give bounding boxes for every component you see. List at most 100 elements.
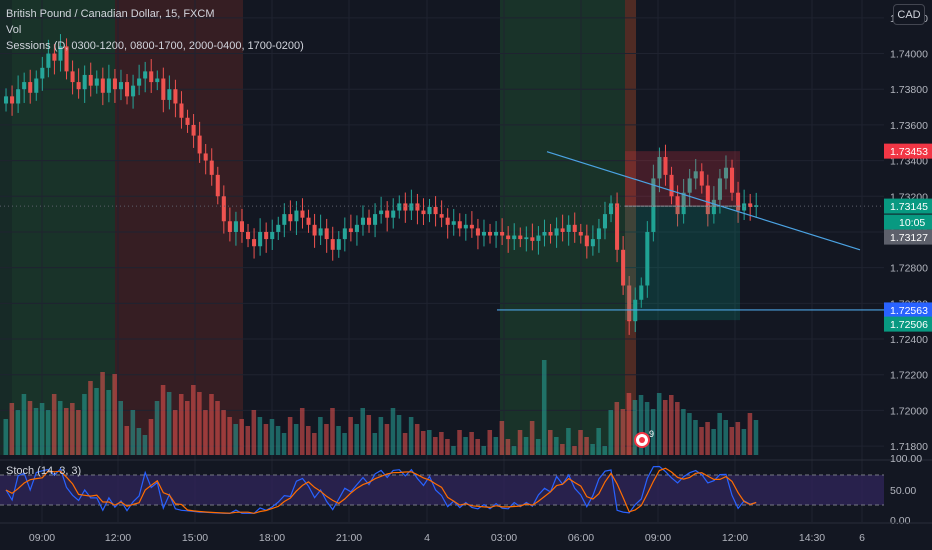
volume-bar (390, 408, 396, 455)
candle-body (258, 231, 263, 247)
candle-body (336, 239, 341, 250)
price-tag-bg (884, 229, 932, 245)
volume-bar (535, 439, 541, 455)
candle-body (131, 85, 136, 97)
volume-bar (572, 446, 577, 455)
candle-body (167, 89, 172, 100)
volume-bar (306, 426, 311, 455)
volume-bar (378, 417, 384, 455)
candle-body (106, 78, 111, 93)
volume-bar (172, 410, 178, 455)
volume-bar (669, 395, 674, 455)
volume-bar (463, 437, 468, 455)
volume-bar (439, 432, 444, 455)
volume-bar (741, 429, 747, 455)
candle-body (330, 239, 335, 250)
volume-bar (687, 413, 692, 455)
candle-body (246, 231, 251, 240)
candle-body (584, 235, 589, 247)
volume-bar (584, 437, 589, 455)
candle-body (112, 78, 117, 90)
candle-body (421, 210, 426, 215)
volume-bar (124, 426, 130, 455)
volume-bar (227, 417, 232, 455)
candle-body (651, 178, 656, 232)
volume-bar (239, 419, 244, 455)
candle-body (391, 210, 396, 218)
volume-bars (3, 360, 759, 455)
candle-body (94, 78, 99, 86)
price-tick-label: 1.74000 (890, 49, 928, 61)
candle-body (518, 235, 523, 240)
candle-body (748, 203, 753, 207)
volume-bar (263, 424, 269, 455)
time-axis: 09:00 12:00 15:00 18:00 21:00 4 03:00 06:00 09:0… (0, 522, 932, 544)
candle-body (645, 231, 650, 286)
volume-bar (348, 417, 353, 455)
volume-bar (154, 401, 160, 455)
volume-bar (699, 427, 704, 455)
session-band (0, 0, 12, 455)
grid-lines (0, 0, 884, 522)
volume-bar (372, 433, 378, 455)
time-tick-label: 18:00 (259, 532, 285, 544)
event-badge[interactable]: 9 (634, 429, 654, 448)
volume-bar (166, 392, 172, 455)
volume-bar (39, 403, 45, 455)
volume-bar (541, 360, 547, 455)
volume-bar (130, 410, 136, 455)
volume-bar (51, 394, 57, 455)
candle-body (572, 224, 577, 232)
stoch-tick-label: 0.00 (890, 515, 911, 527)
volume-bar (21, 394, 27, 455)
time-tick-label: 06:00 (568, 532, 594, 544)
volume-bar (245, 426, 251, 455)
candle-body (203, 153, 208, 161)
candle-body (354, 224, 359, 232)
event-badge-count: 9 (649, 429, 654, 439)
volume-bar (360, 408, 365, 455)
candle-body (46, 53, 51, 68)
volume-bar (499, 421, 505, 455)
candle-body (475, 228, 480, 236)
price-tag-bg (884, 214, 932, 230)
candle-body (22, 82, 27, 90)
currency-button[interactable]: CAD (893, 4, 925, 25)
volume-bar (457, 430, 462, 455)
volume-bar (293, 424, 299, 455)
candle-body (306, 217, 311, 225)
volume-bar (693, 420, 698, 455)
candle-body (463, 224, 468, 229)
candle-body (227, 221, 232, 232)
volume-bar (45, 410, 51, 455)
volume-bar (215, 401, 220, 455)
volume-bar (299, 408, 305, 455)
candle-body (58, 46, 63, 61)
candle-body (82, 74, 87, 90)
volume-bar (106, 390, 111, 455)
volume-bar (723, 420, 728, 455)
candle-body (621, 249, 626, 286)
candle-body (324, 228, 329, 240)
candle-body (590, 239, 595, 247)
candle-body (669, 174, 674, 197)
candle-body (536, 235, 541, 241)
volume-bar (64, 408, 69, 455)
candle-body (615, 203, 620, 250)
session-band (625, 0, 636, 455)
volume-bar (70, 403, 75, 455)
candle-body (524, 237, 529, 240)
volume-bar (481, 446, 486, 455)
candle-body (602, 214, 607, 229)
volume-bar (638, 395, 644, 455)
session-band (12, 0, 115, 455)
volume-bar (475, 439, 480, 455)
volume-bar (420, 431, 426, 455)
price-tick-label: 1.72200 (890, 370, 928, 382)
candle-body (88, 74, 93, 86)
candle-body (403, 203, 408, 211)
price-tick-label: 1.72000 (890, 405, 928, 417)
candle-body (294, 210, 299, 222)
price-tags: 1.73453 1.73145 10:05 1.73127 1.72563 1.72506 (884, 143, 932, 332)
